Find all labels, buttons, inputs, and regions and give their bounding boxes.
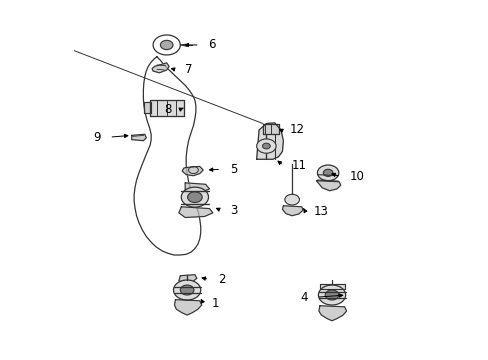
Circle shape [317,165,338,181]
Text: 4: 4 [300,291,307,304]
Text: 7: 7 [185,63,192,76]
Polygon shape [182,166,203,176]
Polygon shape [143,102,150,113]
Text: 9: 9 [93,131,101,144]
Polygon shape [319,284,344,289]
Text: 12: 12 [289,123,304,136]
Circle shape [187,192,202,203]
Text: 11: 11 [291,159,306,172]
Polygon shape [263,123,278,134]
Polygon shape [179,207,212,217]
Circle shape [262,143,270,149]
Text: 3: 3 [229,204,237,217]
Text: 5: 5 [229,163,237,176]
Polygon shape [131,134,146,141]
Polygon shape [318,306,346,321]
Text: 1: 1 [211,297,219,310]
Circle shape [180,285,194,295]
Circle shape [285,194,299,205]
Circle shape [318,285,345,305]
Text: 6: 6 [208,39,216,51]
Circle shape [323,169,332,176]
Circle shape [181,187,208,207]
Circle shape [173,280,201,300]
Text: 2: 2 [218,273,225,286]
Polygon shape [282,206,302,216]
Text: 10: 10 [349,170,364,183]
Text: 8: 8 [164,103,171,116]
Circle shape [256,139,276,153]
Text: 13: 13 [313,205,328,218]
Polygon shape [174,300,201,315]
Polygon shape [149,100,183,116]
Polygon shape [152,63,169,73]
Polygon shape [185,183,209,192]
Polygon shape [316,181,340,191]
Circle shape [160,40,173,50]
Polygon shape [179,275,197,284]
Polygon shape [256,123,283,159]
Circle shape [325,290,338,300]
